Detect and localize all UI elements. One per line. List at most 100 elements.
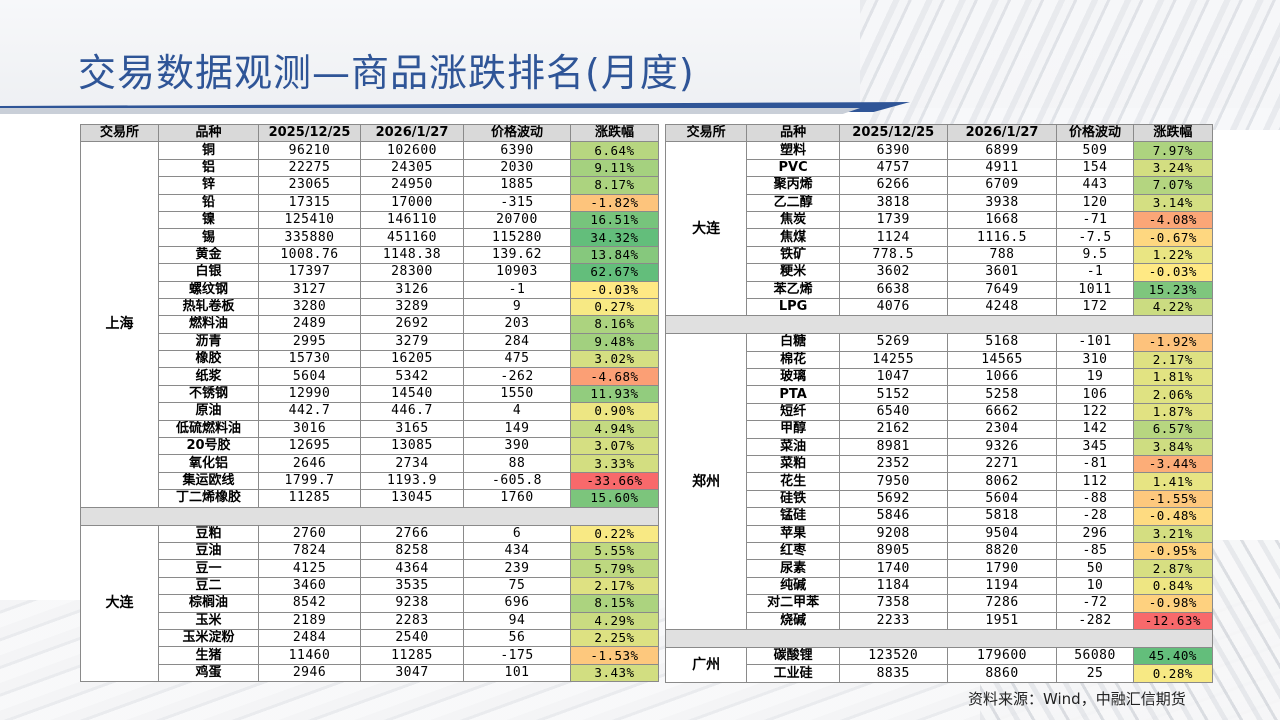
table-row: 燃料油 2489 2692 203 8.16% <box>81 315 659 334</box>
variety-cell: 氧化铝 <box>158 454 259 473</box>
variety-cell: 玻璃 <box>746 368 840 387</box>
price-change-cell: 310 <box>1056 350 1134 370</box>
price-start-cell: 3280 <box>258 297 361 317</box>
header-exchange: 交易所 <box>664 123 748 143</box>
table-row: PVC 4757 4911 154 3.24% <box>666 158 1214 178</box>
price-start-cell: 1799.7 <box>258 471 361 491</box>
variety-cell: 纸浆 <box>158 367 259 386</box>
table-row: 集运欧线 1799.7 1193.9 -605.8 -33.66% <box>81 471 659 491</box>
variety-cell: 苹果 <box>746 524 840 543</box>
price-start-cell: 3016 <box>258 419 361 439</box>
slide-title: 交易数据观测—商品涨跌排名(月度) <box>78 51 695 95</box>
table-row: 氧化铝 2646 2734 88 3.33% <box>81 454 659 473</box>
table-row: 硅铁 5692 5604 -88 -1.55% <box>666 489 1214 509</box>
price-change-cell: -315 <box>463 193 571 212</box>
price-start-cell: 3818 <box>838 193 948 212</box>
variety-cell: 豆一 <box>158 559 259 578</box>
pct-change-cell: 4.94% <box>570 419 659 439</box>
price-start-cell: 3602 <box>838 263 948 282</box>
variety-cell: 生猪 <box>158 646 259 665</box>
variety-cell: 菜粕 <box>746 455 840 474</box>
price-end-cell: 788 <box>946 245 1058 265</box>
table-row: 鸡蛋 2946 3047 101 3.43% <box>81 663 659 683</box>
price-change-cell: -85 <box>1056 541 1134 561</box>
variety-cell: 苯乙烯 <box>746 280 840 299</box>
header-variety: 品种 <box>158 123 259 143</box>
price-change-cell: 115280 <box>463 228 571 247</box>
pct-change-cell: -4.08% <box>1132 210 1214 230</box>
price-start-cell: 5269 <box>838 333 948 352</box>
price-change-cell: -1 <box>463 280 571 299</box>
price-start-cell: 2162 <box>838 420 948 439</box>
pct-change-cell: 3.24% <box>1132 158 1214 178</box>
table-row: 花生 7950 8062 112 1.41% <box>666 472 1214 491</box>
price-start-cell: 6390 <box>838 141 948 160</box>
price-end-cell: 1951 <box>946 611 1058 630</box>
price-end-cell: 3126 <box>360 280 464 299</box>
price-change-cell: 139.62 <box>463 245 571 265</box>
table-row: 热轧卷板 3280 3289 9 0.27% <box>81 297 659 317</box>
table-row: 原油 442.7 446.7 4 0.90% <box>81 402 659 421</box>
price-end-cell: 5818 <box>946 507 1058 526</box>
price-change-cell: -175 <box>463 646 571 665</box>
pct-change-cell: 6.57% <box>1132 420 1214 439</box>
pct-change-cell: -0.48% <box>1132 507 1214 526</box>
variety-cell: 乙二醇 <box>746 193 840 212</box>
header-date-end: 2026/1/27 <box>946 123 1058 143</box>
price-start-cell: 12990 <box>258 384 361 404</box>
table-row: 红枣 8905 8820 -85 -0.95% <box>666 541 1214 561</box>
variety-cell: 镍 <box>158 210 259 230</box>
table-row: 焦炭 1739 1668 -71 -4.08% <box>666 210 1214 230</box>
table-row: 玻璃 1047 1066 19 1.81% <box>666 368 1214 387</box>
pct-change-cell: 0.84% <box>1132 576 1214 596</box>
pct-change-cell: 34.32% <box>570 228 659 247</box>
pct-change-cell: 11.93% <box>570 384 659 404</box>
price-change-cell: 101 <box>463 663 571 683</box>
price-change-cell: 94 <box>463 611 571 630</box>
price-change-cell: 122 <box>1056 402 1134 422</box>
table-row: 短纤 6540 6662 122 1.87% <box>666 402 1214 422</box>
group-separator-row <box>665 315 1213 335</box>
price-change-cell: 509 <box>1056 141 1134 160</box>
price-change-cell: 296 <box>1056 524 1134 543</box>
price-change-cell: 1885 <box>463 176 571 195</box>
pct-change-cell: 7.97% <box>1132 141 1214 160</box>
price-end-cell: 8860 <box>946 664 1058 683</box>
variety-cell: 烧碱 <box>746 611 840 630</box>
price-end-cell: 28300 <box>360 263 464 282</box>
variety-cell: 铅 <box>158 193 259 212</box>
price-change-cell: 284 <box>463 332 571 352</box>
pct-change-cell: 9.48% <box>570 332 659 352</box>
price-end-cell: 2271 <box>946 455 1058 474</box>
table-row: 玉米 2189 2283 94 4.29% <box>81 611 659 630</box>
variety-cell: 鸡蛋 <box>158 663 259 683</box>
variety-cell: 20号胶 <box>158 437 259 456</box>
pct-change-cell: -4.68% <box>570 367 659 386</box>
table-row: 郑州 白糖 5269 5168 -101 -1.92% <box>664 333 1214 630</box>
table-row: 广州 碳酸锂 123520 179600 56080 45.40% <box>664 646 1214 683</box>
right-table-body: 大连 塑料 6390 6899 509 7.97% PVC 4757 4911 154 3.24% 聚… <box>664 141 1214 683</box>
variety-cell: 铜 <box>158 141 259 160</box>
group-separator-row <box>665 628 1213 648</box>
pct-change-cell: -0.03% <box>1132 263 1214 282</box>
price-change-cell: 239 <box>463 559 571 578</box>
price-start-cell: 2946 <box>258 663 361 683</box>
variety-cell: 甲醇 <box>746 420 840 439</box>
price-start-cell: 6266 <box>838 176 948 195</box>
header-accent-band-shadow <box>0 108 860 114</box>
price-start-cell: 335880 <box>258 228 361 247</box>
variety-cell: 白糖 <box>746 333 840 352</box>
price-end-cell: 24305 <box>360 158 464 178</box>
price-change-cell: 106 <box>1056 385 1134 404</box>
price-change-cell: -71 <box>1056 210 1134 230</box>
pct-change-cell: 1.41% <box>1132 472 1214 491</box>
price-end-cell: 9504 <box>946 524 1058 543</box>
price-end-cell: 1668 <box>946 210 1058 230</box>
price-end-cell: 3601 <box>946 263 1058 282</box>
price-change-cell: 6 <box>463 524 571 543</box>
pct-change-cell: 3.21% <box>1132 524 1214 543</box>
separator-cell <box>665 315 1213 335</box>
variety-cell: 低硫燃料油 <box>158 419 259 439</box>
variety-cell: 玉米淀粉 <box>158 628 259 648</box>
